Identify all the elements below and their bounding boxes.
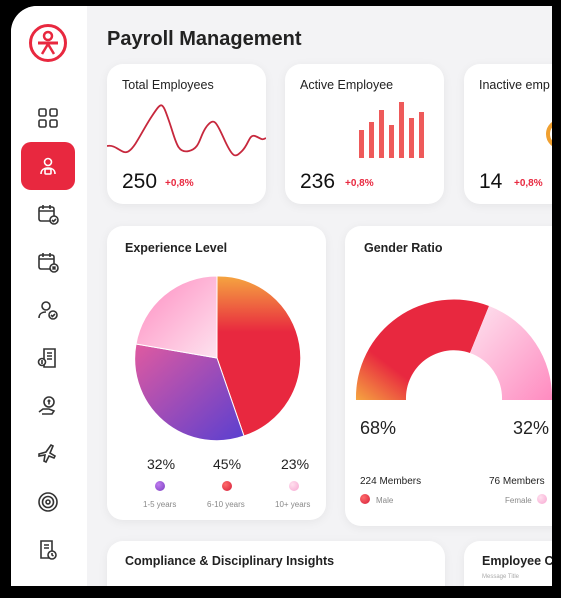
bar-chart-mini [359, 102, 424, 158]
sidebar [11, 6, 87, 586]
sidebar-item-travel[interactable] [21, 430, 75, 478]
stat-label: Total Employees [122, 78, 214, 92]
stat-delta: +0,8% [345, 178, 374, 189]
logo [29, 24, 67, 62]
segment-label: 1-5 years [143, 500, 177, 509]
card-title: Gender Ratio [364, 241, 443, 255]
gender-semi-donut-chart [355, 299, 552, 400]
sidebar-item-employees[interactable] [21, 286, 75, 334]
male-members: 224 Members [360, 476, 422, 487]
target-icon [38, 492, 58, 512]
segment-pct: 45% [213, 456, 242, 472]
card-title: Experience Level [125, 241, 228, 255]
sidebar-item-leave[interactable] [21, 238, 75, 286]
stat-label: Active Employee [300, 78, 394, 92]
sidebar-item-reports[interactable] [21, 526, 75, 574]
message-title-label: Message Title [482, 574, 520, 580]
calendar-check-icon [38, 205, 59, 225]
app-window: Payroll Management Total Employees 250 +… [11, 6, 552, 586]
airplane-icon [38, 443, 57, 464]
legend-dot-male [360, 494, 370, 504]
stat-card-inactive[interactable]: Inactive emp 14 +0,8% [464, 64, 552, 204]
pie-slice-10-plus-years [135, 275, 218, 359]
donut-mini [546, 119, 552, 149]
grid-icon [38, 108, 58, 128]
payslip-icon [37, 348, 56, 368]
female-members: 76 Members [489, 476, 545, 487]
card-title: Compliance & Disciplinary Insights [125, 554, 335, 568]
sidebar-item-payroll[interactable] [21, 142, 75, 190]
gender-ratio-card: Gender Ratio 68% 32% 224 Members 76 Memb… [345, 226, 552, 526]
sidebar-item-attendance[interactable] [21, 190, 75, 238]
segment-label: 10+ years [275, 500, 311, 509]
legend-label-female: Female [505, 496, 532, 505]
page-title: Payroll Management [107, 28, 302, 50]
segment-pct: 32% [147, 456, 176, 472]
stat-value: 250 [122, 170, 158, 193]
experience-level-card: Experience Level 32% 45% 23% 1-5 year [107, 226, 326, 520]
money-hand-icon [38, 396, 56, 415]
user-id-icon [40, 157, 56, 175]
legend-label-male: Male [376, 496, 394, 505]
stat-delta: +0,8% [514, 178, 543, 189]
stat-delta: +0,8% [165, 178, 194, 189]
semi-donut-male [355, 299, 489, 400]
sidebar-item-salary[interactable] [21, 382, 75, 430]
card-title: Employee C [482, 554, 552, 568]
male-pct: 68% [360, 418, 397, 438]
pie-slice-1-5-years [134, 343, 245, 442]
sidebar-item-payslip[interactable] [21, 334, 75, 382]
employee-card: Employee C Message Title [464, 541, 552, 586]
stat-value: 14 [479, 170, 503, 193]
stat-value: 236 [300, 170, 336, 193]
female-pct: 32% [513, 418, 550, 438]
legend-dot-female [537, 494, 547, 504]
user-check-icon [38, 301, 58, 320]
pie-slice-6-10-years [216, 275, 301, 437]
legend-dot-1-5 [155, 481, 165, 491]
report-clock-icon [40, 540, 57, 560]
experience-pie-chart [134, 275, 301, 442]
sidebar-item-dashboard[interactable] [21, 94, 75, 142]
legend-dot-6-10 [222, 481, 232, 491]
stat-label: Inactive emp [479, 78, 550, 92]
legend-dot-10-plus [289, 481, 299, 491]
calendar-x-icon [38, 253, 59, 273]
compliance-card: Compliance & Disciplinary Insights [107, 541, 445, 586]
semi-donut-female [470, 306, 552, 400]
sidebar-item-goals[interactable] [21, 478, 75, 526]
stat-card-active[interactable]: Active Employee 236 +0,8% [285, 64, 444, 204]
trend-line-chart [107, 104, 266, 157]
segment-label: 6-10 years [207, 500, 245, 509]
stat-card-total[interactable]: Total Employees 250 +0,8% [107, 64, 266, 204]
segment-pct: 23% [281, 456, 310, 472]
